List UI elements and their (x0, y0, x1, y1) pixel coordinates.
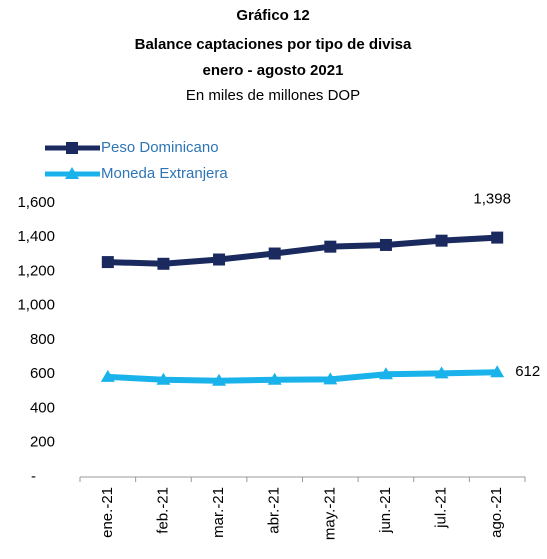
marker (324, 240, 337, 253)
marker (378, 367, 393, 380)
legend-label: Moneda Extranjera (101, 165, 228, 182)
marker (267, 372, 282, 385)
x-tick-label: jul.-21 (433, 487, 450, 529)
marker (379, 238, 392, 251)
series-line (107, 234, 498, 267)
y-tick-label: 600 (30, 365, 55, 382)
x-tick-label: may.-21 (321, 487, 338, 540)
y-tick-label: 1,400 (17, 228, 55, 245)
x-tick-label: abr.-21 (266, 487, 283, 534)
y-tick-label: 1,200 (17, 262, 55, 279)
marker (434, 366, 449, 379)
y-tick-label: - (31, 468, 36, 485)
chart-title: enero - agosto 2021 (203, 62, 344, 79)
chart-title: Gráfico 12 (236, 7, 309, 24)
marker (65, 167, 79, 179)
marker (491, 231, 504, 244)
x-tick-label: ene.-21 (99, 487, 116, 538)
marker (156, 372, 171, 385)
chart-subtitle: En miles de millones DOP (186, 87, 360, 104)
marker (323, 372, 338, 385)
marker (101, 256, 114, 269)
marker (66, 142, 78, 154)
y-tick-label: 1,000 (17, 297, 55, 314)
y-tick-label: 1,600 (17, 194, 55, 211)
marker (435, 234, 448, 247)
marker (213, 253, 226, 266)
chart-title: Balance captaciones por tipo de divisa (135, 36, 412, 53)
x-tick-label: jun.-21 (377, 487, 394, 534)
x-tick-label: mar.-21 (210, 487, 227, 538)
legend-label: Peso Dominicano (101, 139, 219, 156)
y-tick-label: 400 (30, 399, 55, 416)
x-tick-label: feb.-21 (154, 487, 171, 534)
y-tick-label: 200 (30, 434, 55, 451)
marker (100, 369, 115, 382)
y-tick-label: 800 (30, 331, 55, 348)
x-tick-label: ago.-21 (488, 487, 505, 538)
data-label: 1,398 (473, 191, 511, 208)
series-line (107, 369, 498, 384)
marker (212, 373, 227, 386)
marker (157, 257, 170, 270)
marker (490, 365, 505, 378)
data-label: 612 (515, 363, 540, 380)
marker (268, 247, 281, 260)
